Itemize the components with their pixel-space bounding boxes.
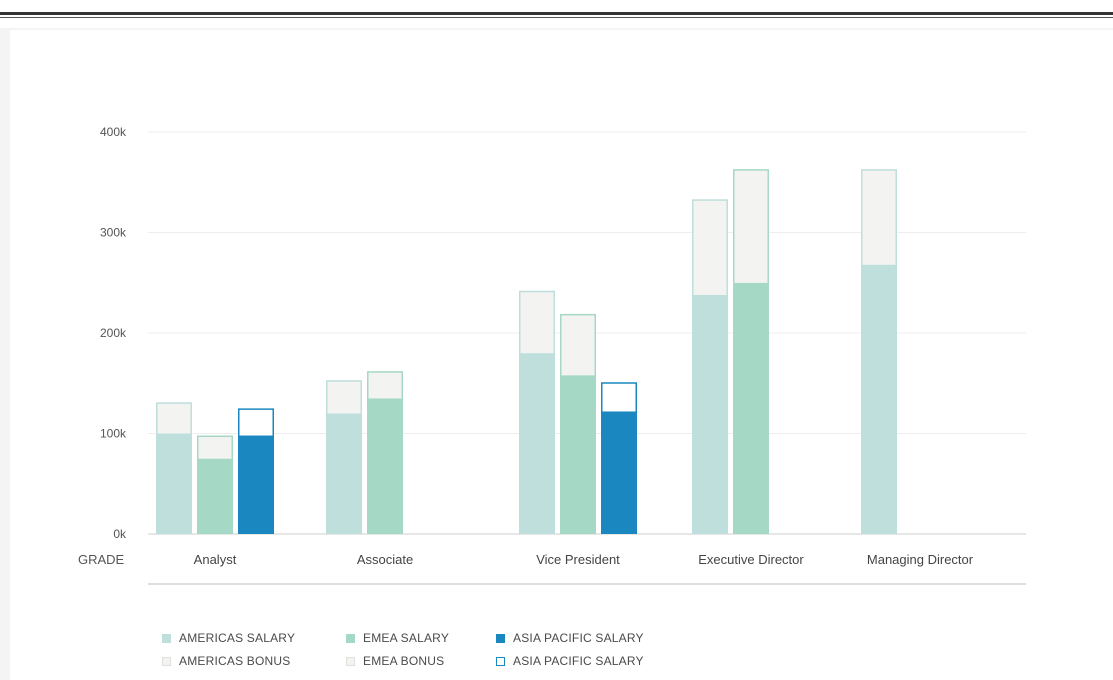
legend-label: EMEA BONUS: [363, 654, 445, 668]
bar-bonus: [861, 169, 897, 265]
legend-label: EMEA SALARY: [363, 631, 450, 645]
bar-salary: [326, 413, 362, 534]
legend-item: ASIA PACIFIC SALARY: [496, 654, 696, 668]
bar-bonus: [733, 169, 769, 283]
legend-swatch: [162, 656, 171, 666]
legend-swatch: [346, 656, 355, 666]
legend-item: AMERICAS SALARY: [162, 631, 346, 645]
bar-salary: [733, 282, 769, 534]
legend-swatch: [496, 656, 505, 666]
salary-bonus-chart: 0k 100k 200k 300k 400k Analyst Associate Vice …: [78, 125, 1026, 585]
legend-label: AMERICAS SALARY: [179, 631, 296, 645]
x-tick-label: Associate: [357, 552, 413, 567]
legend-swatch: [162, 633, 171, 643]
y-tick-label: 400k: [100, 125, 127, 139]
x-tick-label: Vice President: [536, 552, 620, 567]
bar-bonus: [197, 435, 233, 459]
bar-outline: [733, 169, 769, 534]
bar-outline: [197, 435, 233, 535]
bar-outline: [560, 313, 596, 534]
bar-outline: [367, 371, 403, 534]
bar-salary: [238, 435, 274, 534]
bar-outline: [326, 380, 362, 534]
legend-label: ASIA PACIFIC SALARY: [513, 631, 644, 645]
bar-bonus: [367, 371, 403, 399]
bar-salary: [156, 433, 192, 534]
bars: [156, 169, 897, 535]
bar-bonus: [692, 199, 728, 295]
bar-bonus: [326, 380, 362, 414]
category-axis-label: GRADE: [78, 552, 125, 567]
x-tick-label: Executive Director: [698, 552, 804, 567]
y-tick-label: 0k: [113, 527, 127, 541]
bar-bonus: [238, 408, 274, 436]
bar-salary: [861, 264, 897, 534]
bar-bonus: [560, 313, 596, 376]
chart-card: 0k 100k 200k 300k 400k Analyst Associate Vice …: [10, 30, 1113, 680]
y-tick-label: 200k: [100, 326, 127, 340]
y-tick-label: 300k: [100, 226, 127, 240]
x-axis-labels: Analyst Associate Vice President Executive …: [194, 552, 974, 567]
bar-outline: [692, 199, 728, 535]
bar-bonus: [156, 402, 192, 434]
bar-salary: [692, 294, 728, 534]
legend-swatch: [346, 633, 355, 643]
legend-label: AMERICAS BONUS: [179, 654, 291, 668]
bar-bonus: [519, 290, 555, 354]
bar-outline: [238, 408, 274, 534]
bar-salary: [197, 458, 233, 534]
x-tick-label: Analyst: [194, 552, 237, 567]
bar-salary: [519, 353, 555, 534]
y-tick-label: 100k: [100, 427, 127, 441]
legend-item: AMERICAS BONUS: [162, 654, 346, 668]
bar-outline: [519, 290, 555, 535]
bar-salary: [601, 411, 637, 534]
legend: AMERICAS SALARY EMEA SALARY ASIA PACIFIC…: [162, 631, 696, 668]
bar-outline: [861, 169, 897, 534]
divider-thick: [0, 12, 1113, 15]
bar-outline: [156, 402, 192, 534]
bar-outline: [601, 382, 637, 534]
divider-thin: [0, 17, 1113, 18]
legend-item: EMEA SALARY: [346, 631, 496, 645]
bar-salary: [367, 398, 403, 534]
legend-item: EMEA BONUS: [346, 654, 496, 668]
y-axis-ticks: 0k 100k 200k 300k 400k: [100, 125, 127, 541]
x-tick-label: Managing Director: [867, 552, 974, 567]
legend-label: ASIA PACIFIC SALARY: [513, 654, 644, 668]
legend-swatch: [496, 633, 505, 643]
legend-item: ASIA PACIFIC SALARY: [496, 631, 696, 645]
bar-salary: [560, 375, 596, 534]
bar-bonus: [601, 382, 637, 412]
top-divider-bar: [0, 0, 1113, 28]
